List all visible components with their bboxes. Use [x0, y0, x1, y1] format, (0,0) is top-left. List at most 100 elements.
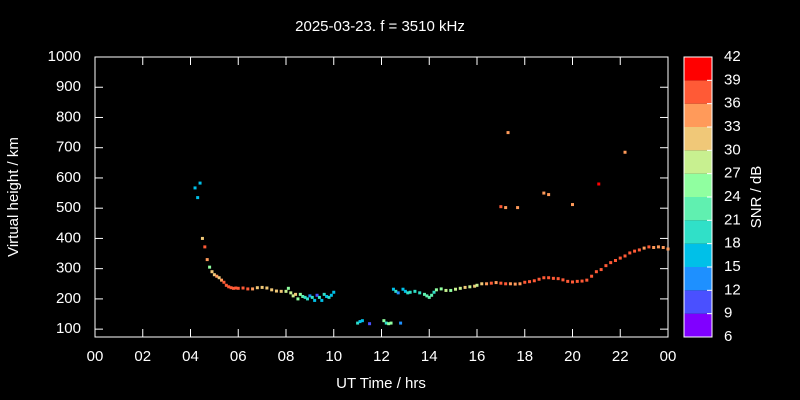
data-point	[499, 281, 503, 285]
data-point	[647, 245, 651, 249]
y-tick-label: 100	[56, 320, 81, 337]
data-point	[356, 321, 360, 325]
data-point	[215, 274, 219, 278]
data-point	[325, 294, 329, 298]
data-point	[547, 276, 551, 280]
data-point	[401, 287, 405, 291]
data-point	[294, 292, 298, 296]
data-point	[633, 249, 637, 253]
data-point	[220, 278, 224, 282]
data-point	[241, 286, 245, 290]
data-point	[551, 276, 555, 280]
colorbar-band	[684, 197, 712, 221]
x-tick-label: 18	[516, 348, 533, 365]
data-point	[291, 294, 295, 298]
data-point	[594, 270, 598, 274]
data-point	[270, 288, 274, 292]
plot-frame	[94, 56, 669, 338]
data-point	[251, 287, 255, 291]
data-point	[661, 245, 665, 249]
colorbar-band	[684, 290, 712, 314]
y-axis-label: Virtual height / km	[5, 137, 22, 257]
data-point	[217, 276, 221, 280]
data-point	[473, 284, 477, 288]
data-point	[396, 291, 400, 295]
data-point	[265, 286, 269, 290]
data-point	[382, 319, 386, 323]
data-point	[585, 278, 589, 282]
colorbar-tick-label: 39	[724, 71, 741, 88]
data-point	[296, 297, 300, 301]
data-point	[666, 247, 670, 251]
data-point	[523, 280, 527, 284]
data-point	[227, 285, 231, 289]
x-tick-label: 00	[87, 348, 104, 365]
data-point	[628, 251, 632, 255]
data-point	[475, 283, 479, 287]
data-point	[652, 245, 656, 249]
data-point	[358, 320, 362, 324]
data-point	[430, 293, 434, 297]
data-point	[508, 282, 512, 286]
data-point	[513, 282, 517, 286]
data-point	[427, 295, 431, 299]
data-point	[198, 181, 202, 185]
x-tick-label: 06	[230, 348, 247, 365]
data-point	[310, 295, 314, 299]
data-point	[320, 298, 324, 302]
colorbar-band	[684, 127, 712, 151]
data-point	[537, 277, 541, 281]
data-point	[391, 287, 395, 291]
data-point	[489, 281, 493, 285]
data-point	[566, 279, 570, 283]
data-point	[468, 285, 472, 289]
x-axis-label: UT Time / hrs	[336, 375, 426, 392]
data-point	[623, 150, 627, 154]
data-point	[599, 268, 603, 272]
data-point	[444, 288, 448, 292]
colorbar-band	[684, 267, 712, 291]
y-tick-label: 500	[56, 199, 81, 216]
data-point	[590, 274, 594, 278]
data-point	[449, 288, 453, 292]
data-point	[425, 294, 429, 298]
x-tick-label: 00	[660, 348, 677, 365]
data-point	[597, 182, 601, 186]
data-point	[532, 279, 536, 283]
x-tick-label: 20	[564, 348, 581, 365]
data-point	[236, 286, 240, 290]
x-tick-label: 02	[134, 348, 151, 365]
data-point	[387, 322, 391, 326]
data-point	[618, 256, 622, 260]
data-point	[418, 291, 422, 295]
y-tick-label: 1000	[48, 48, 81, 65]
colorbar-tick-label: 30	[724, 141, 741, 158]
data-point	[575, 279, 579, 283]
x-tick-label: 22	[612, 348, 629, 365]
data-point	[422, 292, 426, 296]
data-point	[284, 289, 288, 293]
data-point	[403, 289, 407, 293]
data-point	[246, 287, 250, 291]
colorbar-band	[684, 57, 712, 81]
colorbar-band	[684, 80, 712, 104]
data-point	[289, 291, 293, 295]
data-point	[279, 289, 283, 293]
data-point	[210, 270, 214, 274]
y-tick-label: 700	[56, 139, 81, 156]
data-point	[332, 290, 336, 294]
chart-title: 2025-03-23. f = 3510 kHz	[295, 18, 465, 35]
colorbar-tick-label: 24	[724, 188, 741, 205]
data-point	[384, 321, 388, 325]
colorbar-tick-label: 42	[724, 48, 741, 65]
data-point	[604, 264, 608, 268]
data-point	[504, 206, 508, 210]
data-point	[234, 286, 238, 290]
x-tick-label: 12	[373, 348, 390, 365]
x-tick-label: 14	[421, 348, 438, 365]
x-tick-label: 08	[278, 348, 295, 365]
data-point	[458, 286, 462, 290]
data-point	[504, 282, 508, 286]
data-point	[518, 282, 522, 286]
data-point	[317, 295, 321, 299]
